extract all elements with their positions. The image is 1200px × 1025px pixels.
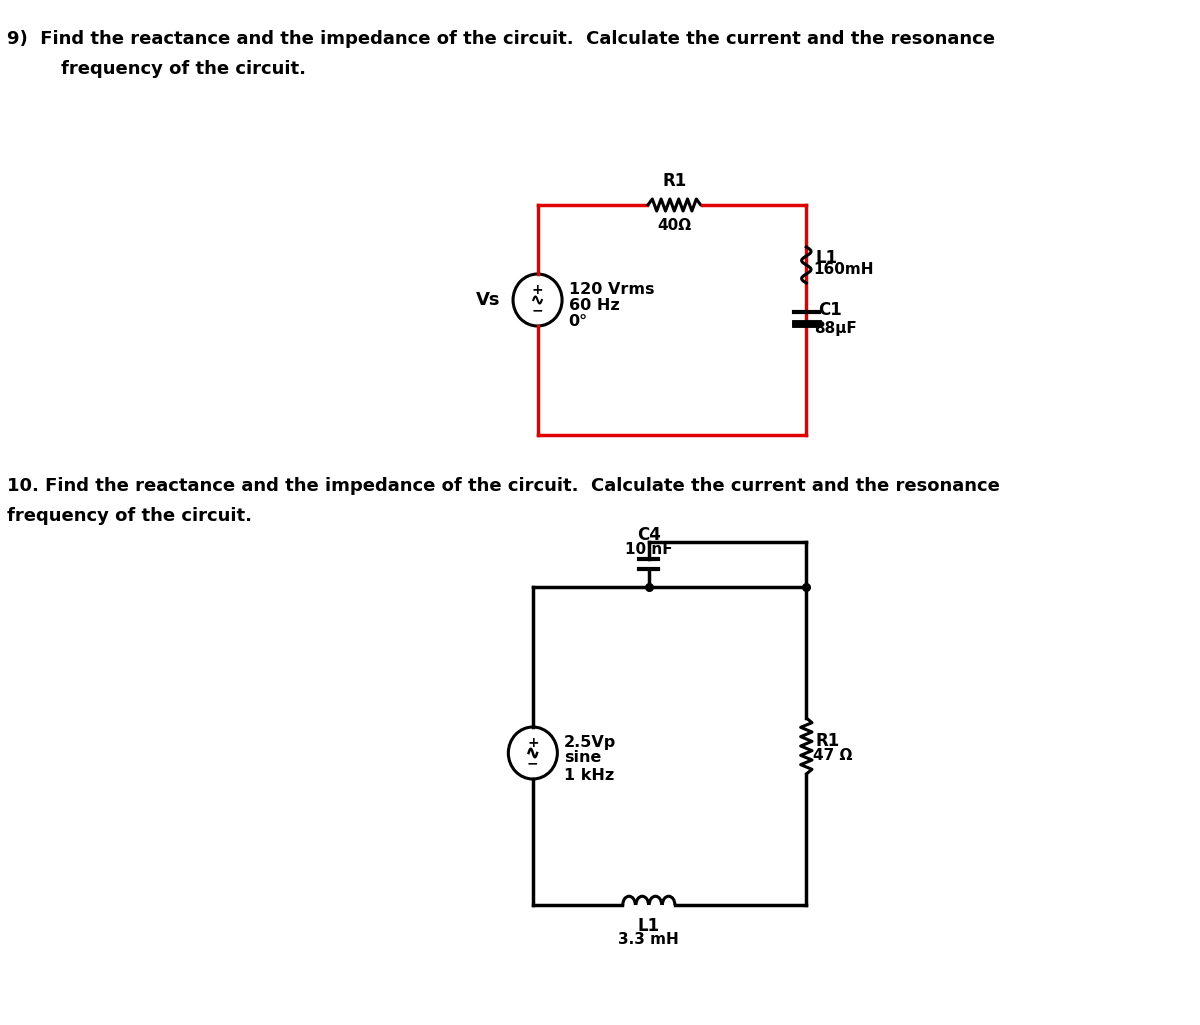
Text: 10. Find the reactance and the impedance of the circuit.  Calculate the current : 10. Find the reactance and the impedance… — [7, 477, 1000, 495]
Text: 0°: 0° — [569, 315, 588, 329]
Text: 60 Hz: 60 Hz — [569, 297, 619, 313]
Text: R1: R1 — [816, 732, 840, 750]
Text: 3.3 mH: 3.3 mH — [618, 932, 679, 947]
Text: C1: C1 — [817, 301, 841, 319]
Text: 120 Vrms: 120 Vrms — [569, 283, 654, 297]
Text: −: − — [532, 303, 544, 317]
Text: R1: R1 — [662, 172, 686, 190]
Text: 2.5Vp: 2.5Vp — [564, 736, 617, 750]
Text: 9)  Find the reactance and the impedance of the circuit.  Calculate the current : 9) Find the reactance and the impedance … — [7, 30, 995, 48]
Text: sine: sine — [564, 750, 601, 766]
Text: 88μF: 88μF — [814, 322, 857, 336]
Text: frequency of the circuit.: frequency of the circuit. — [61, 60, 306, 78]
Text: 160mH: 160mH — [812, 262, 874, 278]
Text: −: − — [527, 756, 539, 770]
Text: 40Ω: 40Ω — [658, 218, 691, 233]
Text: 10 nF: 10 nF — [625, 542, 673, 557]
Text: 1 kHz: 1 kHz — [564, 768, 614, 782]
Text: frequency of the circuit.: frequency of the circuit. — [7, 507, 252, 525]
Text: L1: L1 — [816, 249, 838, 266]
Text: Vs: Vs — [476, 291, 500, 309]
Text: L1: L1 — [637, 917, 660, 935]
Text: +: + — [527, 736, 539, 750]
Text: C4: C4 — [637, 526, 661, 544]
Text: 47 Ω: 47 Ω — [812, 748, 852, 764]
Text: +: + — [532, 283, 544, 297]
